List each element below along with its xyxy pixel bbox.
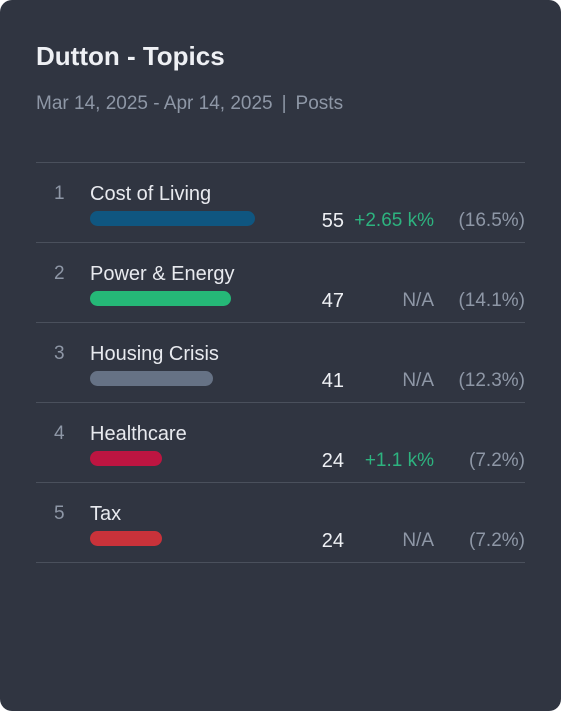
topic-bar (90, 211, 255, 226)
topic-bar (90, 291, 232, 306)
topic-label: Healthcare (90, 423, 187, 445)
subtitle-separator: | (281, 93, 287, 114)
topic-rank: 3 (54, 343, 65, 364)
topic-share: (7.2%) (469, 450, 525, 471)
topic-bar (90, 371, 213, 386)
topic-change: +1.1 k% (364, 450, 434, 471)
topic-change: +2.65 k% (354, 210, 434, 231)
topic-bar-track (90, 451, 255, 466)
topic-label: Power & Energy (90, 263, 235, 285)
topic-bar-track (90, 531, 255, 546)
topic-change: N/A (402, 290, 434, 311)
topic-rank: 2 (54, 263, 65, 284)
topic-share: (7.2%) (469, 530, 525, 551)
topic-rank: 4 (54, 423, 65, 444)
topic-count: 41 (321, 370, 344, 392)
topic-label: Tax (90, 503, 122, 525)
topic-row[interactable]: 2 Power & Energy 47 N/A (14.1%) (36, 243, 525, 323)
topic-label: Cost of Living (90, 183, 212, 205)
metric-label: Posts (295, 93, 344, 114)
topic-share: (12.3%) (458, 370, 525, 391)
widget-subtitle: Mar 14, 2025 - Apr 14, 2025 | Posts (36, 92, 343, 116)
topic-share: (14.1%) (458, 290, 525, 311)
topic-count: 55 (321, 210, 344, 232)
topic-share: (16.5%) (458, 210, 525, 231)
topic-bar (90, 451, 162, 466)
topic-rank: 5 (54, 503, 65, 524)
topics-list: 1 Cost of Living 55 +2.65 k% (16.5%) 2 P… (36, 162, 525, 563)
topic-bar-track (90, 291, 255, 306)
topic-change: N/A (402, 530, 434, 551)
topic-change: N/A (402, 370, 434, 391)
topic-bar (90, 531, 162, 546)
date-range: Mar 14, 2025 - Apr 14, 2025 (36, 93, 273, 114)
topic-count: 47 (321, 290, 344, 312)
topic-count: 24 (321, 450, 344, 472)
topic-row[interactable]: 1 Cost of Living 55 +2.65 k% (16.5%) (36, 163, 525, 243)
topic-bar-track (90, 211, 255, 226)
widget-title: Dutton - Topics (36, 41, 225, 71)
topic-row[interactable]: 4 Healthcare 24 +1.1 k% (7.2%) (36, 403, 525, 483)
topic-count: 24 (321, 530, 344, 552)
topic-row[interactable]: 3 Housing Crisis 41 N/A (12.3%) (36, 323, 525, 403)
topic-label: Housing Crisis (90, 343, 219, 365)
topic-bar-track (90, 371, 255, 386)
topic-row[interactable]: 5 Tax 24 N/A (7.2%) (36, 483, 525, 563)
topic-rank: 1 (54, 183, 65, 204)
